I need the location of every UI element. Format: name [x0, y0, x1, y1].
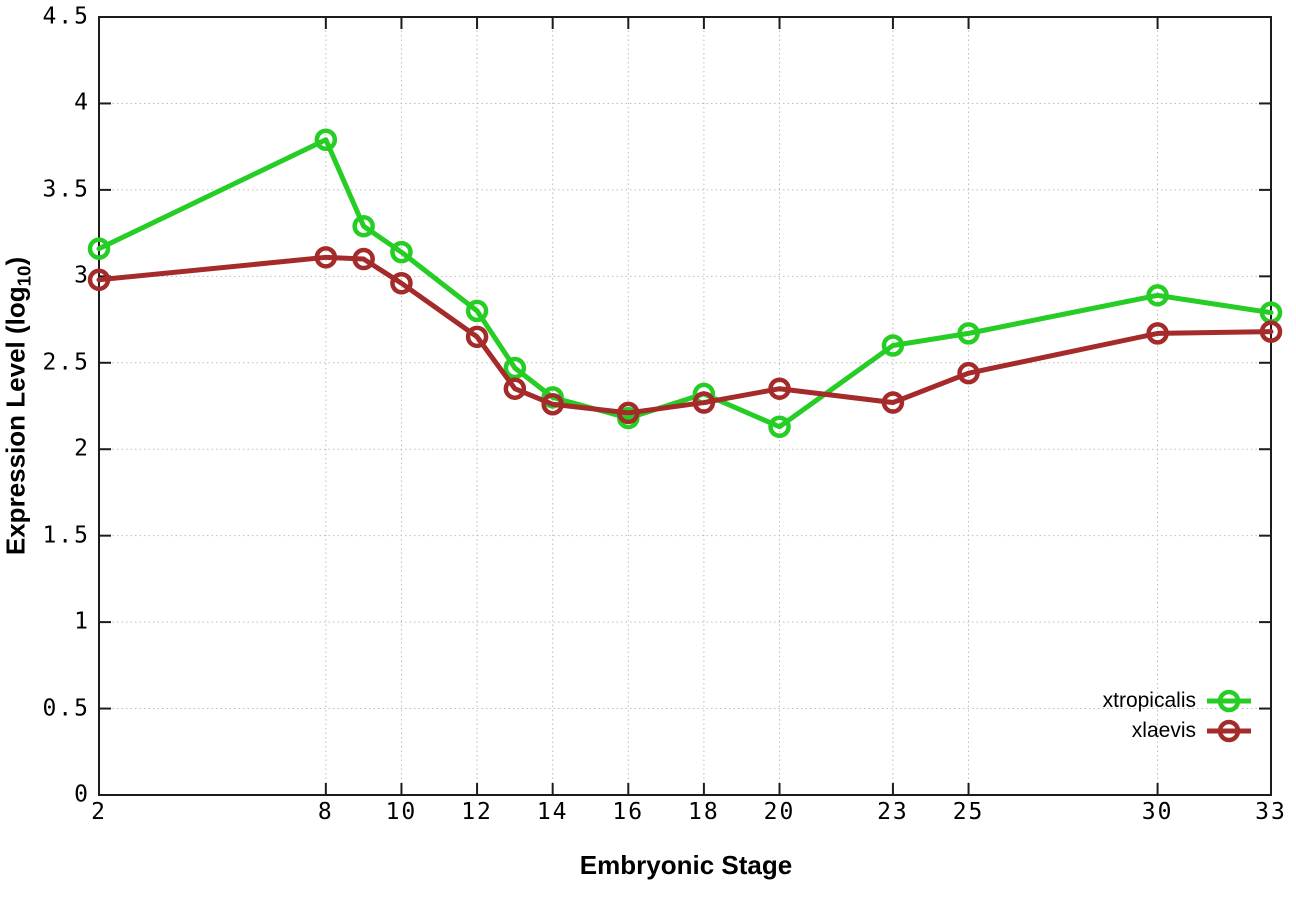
x-tick-label: 30	[1141, 799, 1174, 825]
data-point-xtropicalis	[352, 214, 375, 238]
y-tick-label: 4.5	[42, 3, 90, 30]
legend-circle-icon	[1217, 689, 1241, 713]
data-point-xlaevis	[541, 393, 564, 416]
y-axis-title-suffix: )	[0, 256, 31, 266]
data-point-xlaevis	[1146, 322, 1169, 345]
x-tick-label: 12	[461, 799, 493, 825]
data-point-xtropicalis	[390, 240, 413, 264]
data-point-xtropicalis	[87, 237, 111, 260]
y-tick-label: 4	[74, 89, 90, 116]
data-point-xtropicalis	[314, 128, 338, 152]
x-tick-label: 10	[385, 799, 418, 825]
x-tick-label: 23	[877, 799, 909, 825]
x-tick-label: 33	[1255, 799, 1287, 825]
data-point-xlaevis	[352, 247, 375, 271]
y-tick-label: 0	[74, 781, 90, 808]
plot-border	[98, 16, 1272, 796]
x-tick-label: 2	[91, 799, 107, 825]
data-point-xlaevis	[87, 268, 111, 292]
data-point-xlaevis	[465, 325, 489, 349]
series-line-xlaevis	[96, 254, 1274, 416]
legend-item-xtropicalis: xtropicalis	[1103, 686, 1253, 716]
x-tick-label: 20	[763, 799, 796, 825]
legend-label-xlaevis: xlaevis	[1131, 719, 1196, 742]
data-point-xtropicalis	[465, 299, 489, 323]
data-point-xtropicalis	[768, 415, 791, 438]
y-tick-label: 1.5	[42, 522, 90, 549]
x-tick-label: 18	[688, 799, 720, 825]
legend-marker-xlaevis	[1207, 719, 1251, 743]
legend-item-xlaevis: xlaevis	[1103, 716, 1253, 746]
data-point-xlaevis	[1259, 320, 1283, 343]
data-point-xtropicalis	[881, 334, 905, 357]
data-point-xlaevis	[692, 391, 716, 414]
y-tick-label: 0.5	[42, 695, 90, 722]
data-point-xtropicalis	[957, 322, 980, 345]
y-tick-label: 3.5	[42, 176, 90, 203]
legend: xtropicalis xlaevis	[1103, 686, 1253, 746]
data-point-xtropicalis	[1146, 284, 1169, 307]
data-point-xlaevis	[617, 401, 640, 425]
data-point-xtropicalis	[503, 356, 527, 380]
y-tick-label: 2.5	[42, 349, 90, 376]
legend-marker-xtropicalis	[1207, 689, 1251, 713]
y-tick-label: 3	[74, 262, 90, 289]
y-tick-label: 2	[74, 435, 90, 462]
data-point-xlaevis	[957, 361, 980, 385]
x-axis-title: Embryonic Stage	[579, 850, 793, 880]
y-axis-title-text: Expression Level (log	[0, 286, 31, 556]
data-point-xlaevis	[314, 246, 338, 269]
y-axis-title-subscript: 10	[13, 265, 35, 287]
legend-circle-icon	[1217, 719, 1241, 743]
data-point-xlaevis	[503, 377, 527, 400]
x-tick-label: 25	[952, 799, 985, 825]
x-tick-label: 8	[317, 799, 334, 825]
data-point-xlaevis	[768, 377, 791, 400]
x-tick-label: 14	[536, 799, 569, 825]
y-tick-label: 1	[74, 608, 90, 635]
data-point-xlaevis	[881, 391, 905, 414]
x-tick-label: 16	[612, 799, 645, 825]
y-axis-title: Expression Level (log10)	[0, 257, 35, 555]
series-line-xtropicalis	[96, 137, 1274, 430]
data-point-xlaevis	[390, 271, 413, 295]
legend-label-xtropicalis: xtropicalis	[1102, 689, 1196, 712]
